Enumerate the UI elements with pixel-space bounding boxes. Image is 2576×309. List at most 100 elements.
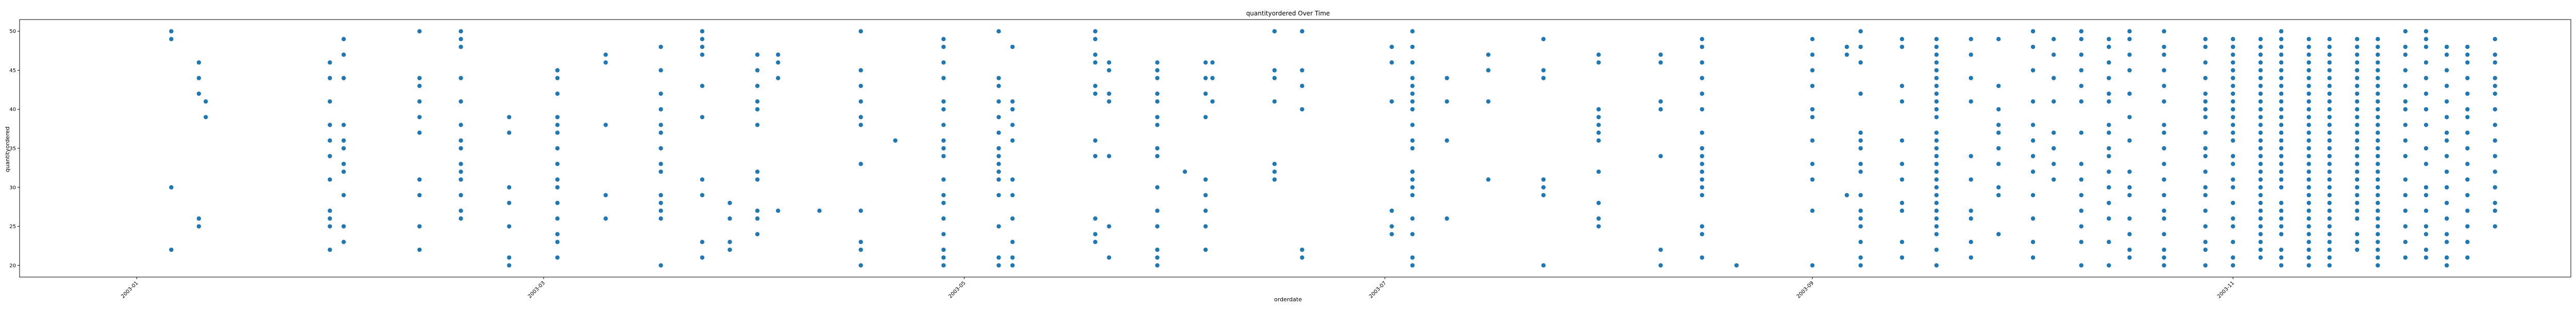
data-point [507,130,512,135]
data-point [2376,209,2380,213]
data-point [2465,44,2470,49]
data-point [2127,169,2132,174]
data-point [2279,107,2284,112]
x-tick-label: 2003-07 [1368,280,1387,299]
data-point [1093,91,1098,96]
data-point [2258,162,2263,166]
data-point [2258,138,2263,143]
data-point [2354,169,2360,174]
data-point [2465,146,2470,151]
data-point [858,99,863,104]
data-point [2279,44,2284,49]
data-point [2354,193,2360,198]
data-point [996,130,1001,135]
data-point [2230,99,2235,104]
data-point [1389,99,1394,104]
data-point [2079,29,2083,33]
data-point [459,162,463,166]
data-point [2465,60,2470,65]
data-point [1410,99,1415,104]
data-point [2107,169,2111,174]
data-point [1410,44,1415,49]
data-point [1155,115,1160,119]
data-point [2493,83,2497,88]
data-point [2107,146,2111,151]
data-point [2403,83,2408,88]
data-point [2230,123,2235,127]
data-point [2162,123,2166,127]
data-point [2307,255,2311,260]
data-point [2307,44,2311,49]
data-point [700,44,705,49]
data-point [658,193,663,198]
data-point [2327,44,2332,49]
data-point [2127,91,2132,96]
data-point [1858,193,1863,198]
data-point [2444,185,2449,190]
data-point [2327,177,2332,182]
data-point [2162,193,2166,198]
data-point [2493,123,2497,127]
data-point [2444,68,2449,73]
data-point [2327,52,2332,57]
data-point [2258,209,2263,213]
data-point [2052,130,2056,135]
data-point [2465,91,2470,96]
data-point [2327,247,2332,252]
data-point [2327,83,2332,88]
data-point [1596,130,1601,135]
data-point [2230,200,2235,205]
data-point [507,200,512,205]
data-point [1010,255,1015,260]
data-point [2354,68,2360,73]
data-point [858,123,863,127]
data-point [996,224,1001,229]
data-point [1658,52,1663,57]
data-point [996,83,1001,88]
data-point [2444,138,2449,143]
data-point [2354,37,2360,42]
data-point [417,224,422,229]
data-point [700,83,705,88]
data-point [2493,52,2497,57]
data-point [2376,153,2380,159]
data-point [1934,200,1939,205]
data-point [1541,193,1546,198]
data-point [700,239,705,245]
data-point [459,193,463,198]
data-point [328,153,332,159]
data-point [2279,200,2284,205]
data-point [2444,232,2449,236]
data-point [341,138,346,143]
data-point [2376,68,2380,73]
data-point [507,224,512,229]
data-point [2444,239,2449,245]
data-point [1596,138,1601,143]
data-point [1810,107,1815,112]
data-point [603,216,608,221]
data-point [2127,52,2132,57]
data-point [2465,52,2470,57]
data-point [328,209,332,213]
data-point [1969,209,1973,213]
data-point [1658,99,1663,104]
data-point [2444,99,2449,104]
data-point [1858,29,1863,33]
data-point [1934,99,1939,104]
data-point [555,130,560,135]
data-point [204,115,208,119]
data-point [1934,83,1939,88]
data-point [1410,76,1415,80]
data-point [1900,99,1904,104]
data-point [555,115,560,119]
data-point [1700,169,1704,174]
data-point [2307,162,2311,166]
data-point [555,123,560,127]
data-point [1010,138,1015,143]
data-point [1410,177,1415,182]
data-point [1858,209,1863,213]
data-point [1010,99,1015,104]
data-point [2079,52,2083,57]
data-point [196,76,201,80]
data-point [2307,263,2311,268]
